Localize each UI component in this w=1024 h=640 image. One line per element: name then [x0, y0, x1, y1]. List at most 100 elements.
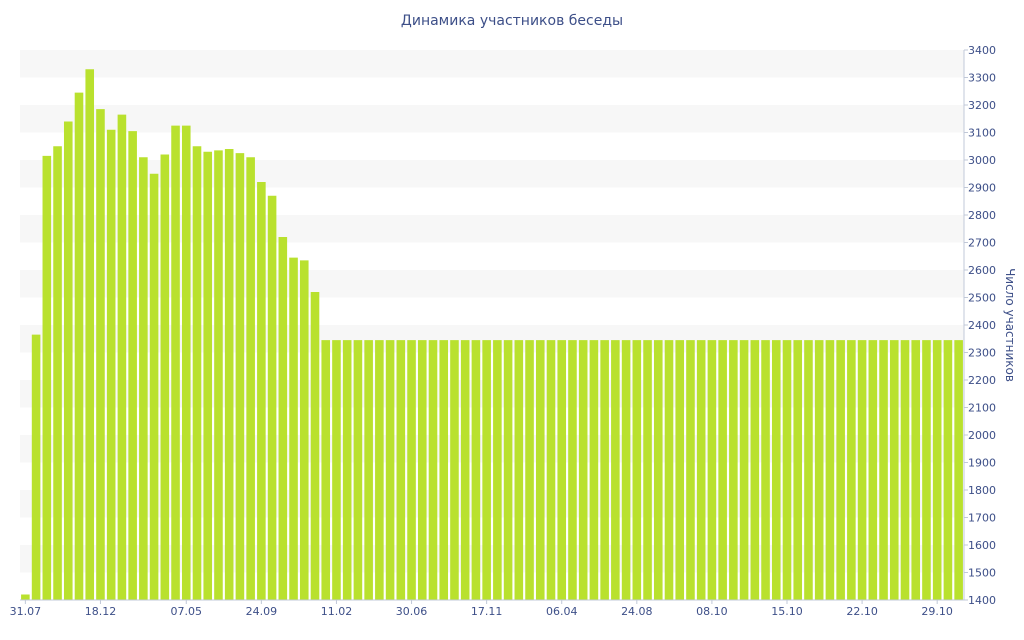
bar-series	[21, 69, 963, 600]
x-tick-label: 11.02	[321, 605, 353, 618]
y-tick-label: 3200	[968, 99, 996, 112]
grid-band	[20, 105, 964, 133]
chart-title: Динамика участников беседы	[400, 13, 624, 29]
bar	[546, 340, 556, 600]
bar	[621, 340, 631, 600]
y-tick-label: 2800	[968, 209, 996, 222]
bar	[664, 340, 674, 600]
bar	[257, 182, 266, 600]
bar	[224, 149, 234, 600]
bar	[589, 340, 599, 600]
bar	[525, 340, 534, 600]
y-tick-label: 1400	[968, 594, 996, 607]
bar	[535, 340, 545, 600]
y-tick-label: 2900	[968, 182, 996, 195]
bar	[782, 340, 792, 600]
bar	[117, 114, 127, 600]
bar	[943, 340, 953, 600]
bar	[428, 340, 438, 600]
x-tick-label: 17.11	[471, 605, 503, 618]
bar	[171, 125, 180, 600]
bar	[750, 340, 760, 600]
bar	[278, 237, 288, 600]
y-tick-label: 2400	[968, 319, 996, 332]
bar	[267, 195, 277, 600]
bar	[836, 340, 845, 600]
bar	[106, 129, 116, 600]
bar	[342, 340, 352, 600]
bar	[503, 340, 513, 600]
y-tick-label: 1600	[968, 539, 996, 552]
y-tick-label: 2100	[968, 402, 996, 415]
bar	[42, 155, 52, 600]
x-tick-label: 29.10	[921, 605, 953, 618]
bar	[739, 340, 749, 600]
bar	[761, 340, 770, 600]
bar	[321, 340, 331, 600]
bar	[203, 151, 213, 600]
bar	[21, 594, 30, 600]
bar	[364, 340, 373, 600]
bar	[375, 340, 384, 600]
bar	[857, 340, 867, 600]
y-tick-label: 1500	[968, 567, 996, 580]
y-tick-label: 3400	[968, 44, 996, 57]
x-tick-label: 22.10	[846, 605, 878, 618]
x-tick-label: 08.10	[696, 605, 728, 618]
bar	[235, 153, 245, 600]
bar	[493, 340, 502, 600]
bar	[900, 340, 910, 600]
grid-band	[20, 50, 964, 78]
y-tick-label: 3000	[968, 154, 996, 167]
bar	[611, 340, 620, 600]
bar	[643, 340, 652, 600]
bar	[246, 157, 255, 600]
bar	[718, 340, 727, 600]
bar	[128, 131, 137, 600]
bar	[310, 292, 320, 600]
bar	[139, 157, 148, 600]
bar	[149, 173, 159, 600]
bar	[396, 340, 406, 600]
bar	[729, 340, 738, 600]
bar	[879, 340, 888, 600]
y-tick-label: 1700	[968, 512, 996, 525]
x-tick-label: 07.05	[171, 605, 203, 618]
y-tick-label: 2000	[968, 429, 996, 442]
x-tick-label: 24.09	[246, 605, 278, 618]
bar	[868, 340, 878, 600]
x-tick-label: 24.08	[621, 605, 653, 618]
bar	[707, 340, 717, 600]
bar	[804, 340, 813, 600]
y-axis-label: Число участников	[1003, 268, 1017, 382]
bar	[160, 154, 170, 600]
x-tick-label: 18.12	[85, 605, 117, 618]
x-axis: 31.07 18.12 07.05 24.09 11.02 30.06 17.11 06.04…	[10, 599, 964, 618]
bar	[471, 340, 481, 600]
y-tick-label: 2600	[968, 264, 996, 277]
bar	[825, 340, 835, 600]
bar	[85, 69, 95, 600]
bar	[385, 340, 395, 600]
bar	[847, 340, 856, 600]
bar	[911, 340, 921, 600]
bar	[74, 92, 84, 600]
bar	[814, 340, 824, 600]
bar	[417, 340, 427, 600]
bar	[192, 146, 202, 600]
bar	[31, 334, 41, 600]
bar	[632, 340, 642, 600]
bar	[793, 340, 803, 600]
bar	[181, 125, 191, 600]
bar	[482, 340, 491, 600]
bar	[675, 340, 685, 600]
bar	[922, 340, 931, 600]
x-tick-label: 30.06	[396, 605, 428, 618]
bar	[686, 340, 695, 600]
bar	[954, 340, 963, 600]
bar	[63, 121, 73, 600]
y-tick-label: 2500	[968, 292, 996, 305]
x-tick-label: 06.04	[546, 605, 578, 618]
bar	[53, 146, 62, 600]
